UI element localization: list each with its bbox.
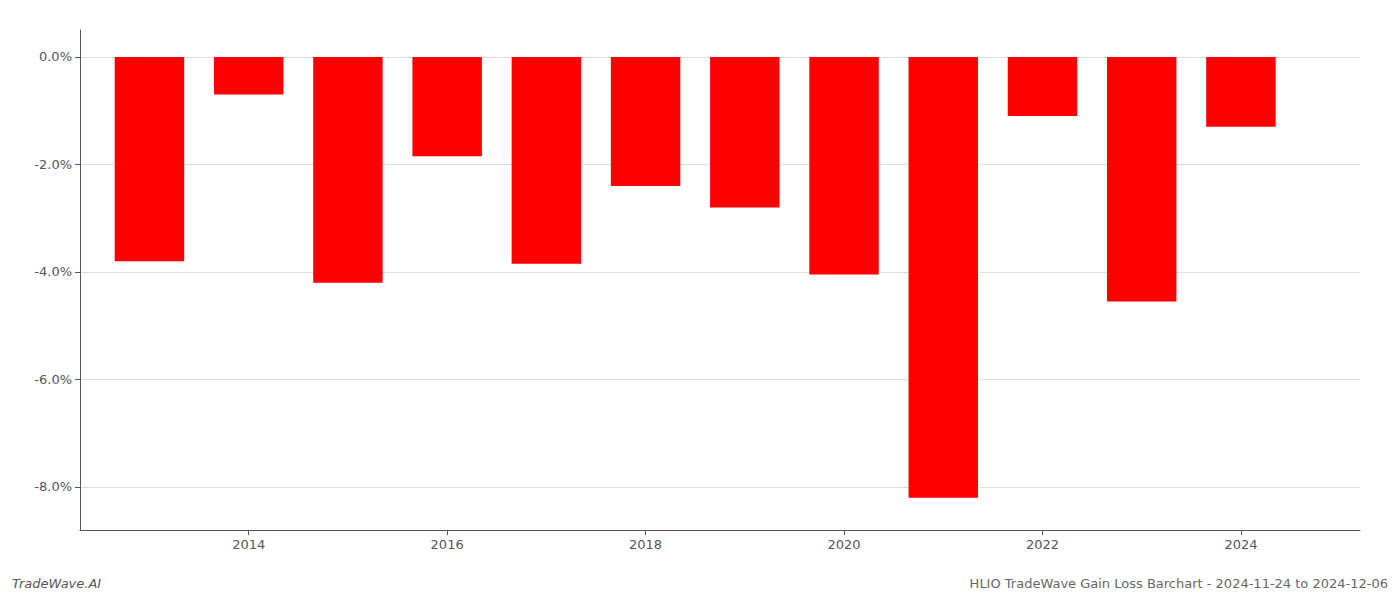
svg-text:-2.0%: -2.0% [34,157,72,172]
svg-text:TradeWave.AI: TradeWave.AI [12,576,101,591]
svg-text:-4.0%: -4.0% [34,264,72,279]
svg-text:2014: 2014 [232,537,265,552]
svg-text:HLIO TradeWave Gain Loss Barch: HLIO TradeWave Gain Loss Barchart - 2024… [970,576,1388,591]
svg-text:2022: 2022 [1026,537,1059,552]
svg-text:2020: 2020 [827,537,860,552]
svg-text:2024: 2024 [1224,537,1257,552]
svg-text:2018: 2018 [629,537,662,552]
svg-text:-6.0%: -6.0% [34,372,72,387]
svg-text:-8.0%: -8.0% [34,479,72,494]
svg-text:2016: 2016 [431,537,464,552]
svg-text:0.0%: 0.0% [39,49,72,64]
